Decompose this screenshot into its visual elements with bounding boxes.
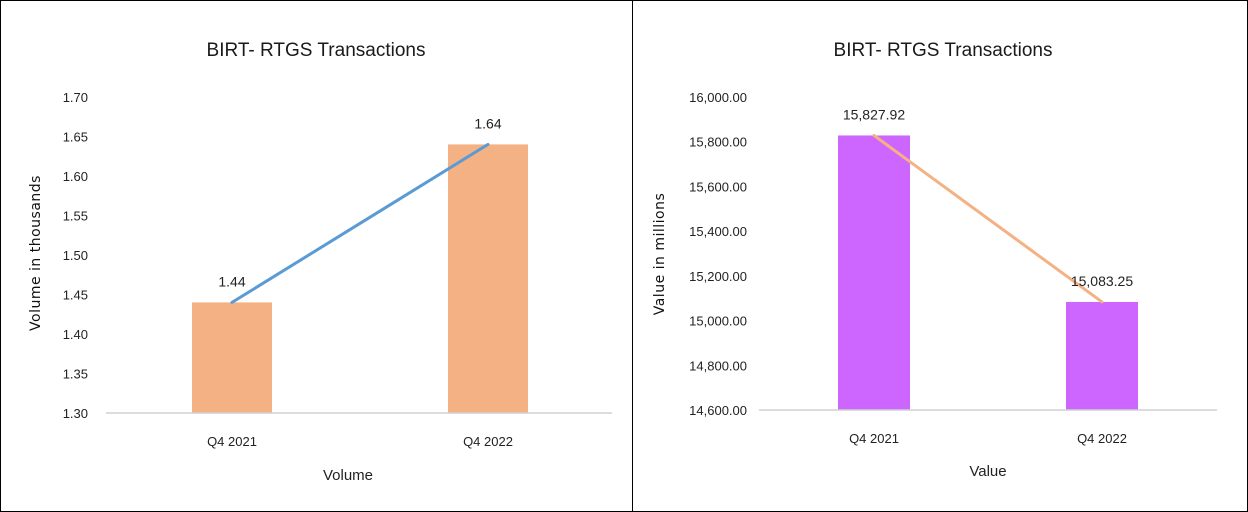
data-label: 15,083.25 — [1071, 273, 1133, 289]
y-axis-title: Value in millions — [652, 193, 668, 316]
x-tick-label: Q4 2022 — [1077, 431, 1127, 446]
y-tick-label: 1.50 — [63, 248, 88, 263]
y-tick-label: 1.55 — [63, 209, 88, 224]
y-tick-label: 15,800.00 — [689, 135, 747, 150]
chart-title: BIRT- RTGS Transactions — [207, 40, 426, 61]
x-axis-title: Value — [969, 463, 1006, 480]
x-axis-title: Volume — [323, 467, 373, 484]
volume-chart: BIRT- RTGS Transactions 1.30 1.35 1.40 1.45 1… — [28, 40, 612, 484]
y-tick-label: 1.45 — [63, 288, 88, 303]
y-tick-label: 14,800.00 — [689, 358, 747, 373]
data-label: 15,827.92 — [843, 106, 905, 122]
bar-q4-2021 — [838, 135, 910, 410]
series-line — [872, 133, 1104, 304]
y-tick-label: 1.35 — [63, 367, 88, 382]
chart-title: BIRT- RTGS Transactions — [834, 40, 1053, 61]
y-tick-label: 14,600.00 — [689, 403, 747, 418]
y-tick-label: 1.70 — [63, 90, 88, 105]
x-tick-label: Q4 2022 — [463, 434, 513, 449]
y-axis-title: Volume in thousands — [28, 175, 44, 331]
y-tick-label: 1.30 — [63, 406, 88, 421]
y-tick-label: 15,400.00 — [689, 224, 747, 239]
y-tick-label: 1.40 — [63, 327, 88, 342]
y-tick-label: 16,000.00 — [689, 90, 747, 105]
y-tick-label: 1.65 — [63, 130, 88, 145]
data-label: 1.44 — [218, 273, 245, 289]
x-tick-label: Q4 2021 — [207, 434, 257, 449]
y-tick-label: 15,200.00 — [689, 269, 747, 284]
x-tick-label: Q4 2021 — [849, 431, 899, 446]
y-tick-label: 15,600.00 — [689, 179, 747, 194]
bar-q4-2022 — [448, 144, 528, 413]
bar-q4-2022 — [1066, 301, 1138, 410]
value-chart: BIRT- RTGS Transactions 14,600.00 14,800.0… — [652, 40, 1217, 480]
y-tick-label: 15,000.00 — [689, 314, 747, 329]
data-label: 1.64 — [474, 115, 501, 131]
bar-q4-2021 — [192, 302, 272, 413]
panel-divider — [632, 0, 633, 512]
series-line — [230, 142, 490, 304]
y-tick-label: 1.60 — [63, 169, 88, 184]
